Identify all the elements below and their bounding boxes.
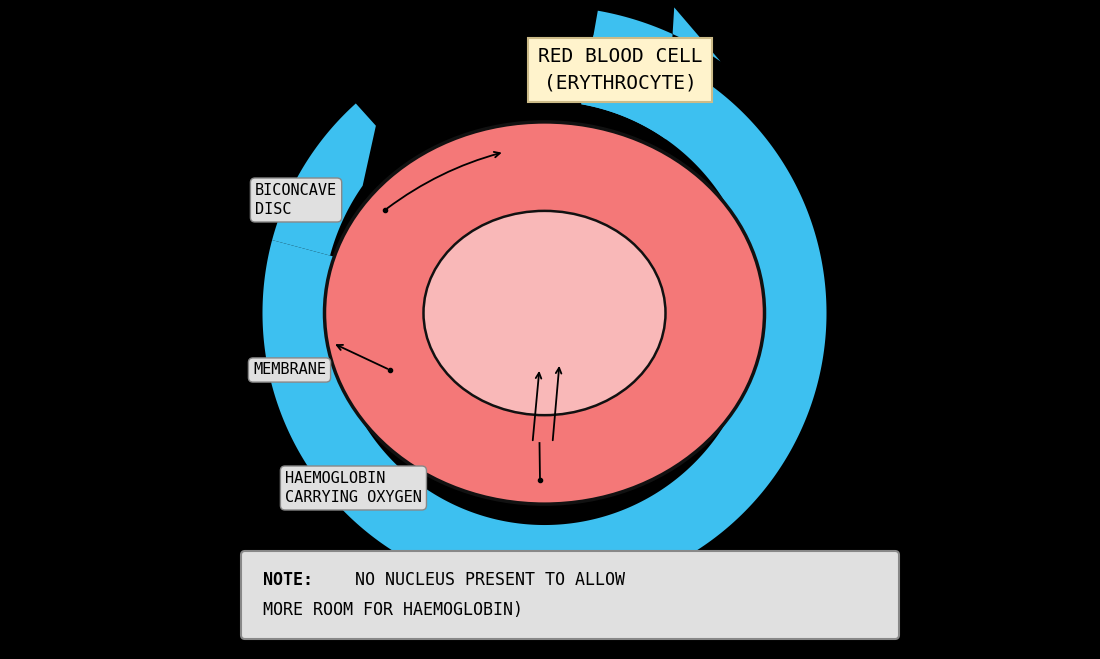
Polygon shape: [581, 7, 720, 139]
Text: NO NUCLEUS PRESENT TO ALLOW: NO NUCLEUS PRESENT TO ALLOW: [345, 571, 625, 589]
FancyBboxPatch shape: [241, 551, 899, 639]
Polygon shape: [272, 103, 376, 256]
Text: BICONCAVE
DISC: BICONCAVE DISC: [255, 183, 337, 217]
Text: RED BLOOD CELL
(ERYTHROCYTE): RED BLOOD CELL (ERYTHROCYTE): [538, 47, 702, 93]
Text: NOTE:: NOTE:: [263, 571, 313, 589]
Text: MORE ROOM FOR HAEMOGLOBIN): MORE ROOM FOR HAEMOGLOBIN): [263, 601, 522, 619]
Ellipse shape: [324, 122, 764, 504]
Text: HAEMOGLOBIN
CARRYING OXYGEN: HAEMOGLOBIN CARRYING OXYGEN: [285, 471, 422, 505]
Ellipse shape: [424, 211, 666, 415]
Text: MEMBRANE: MEMBRANE: [253, 362, 326, 378]
Polygon shape: [263, 36, 826, 595]
